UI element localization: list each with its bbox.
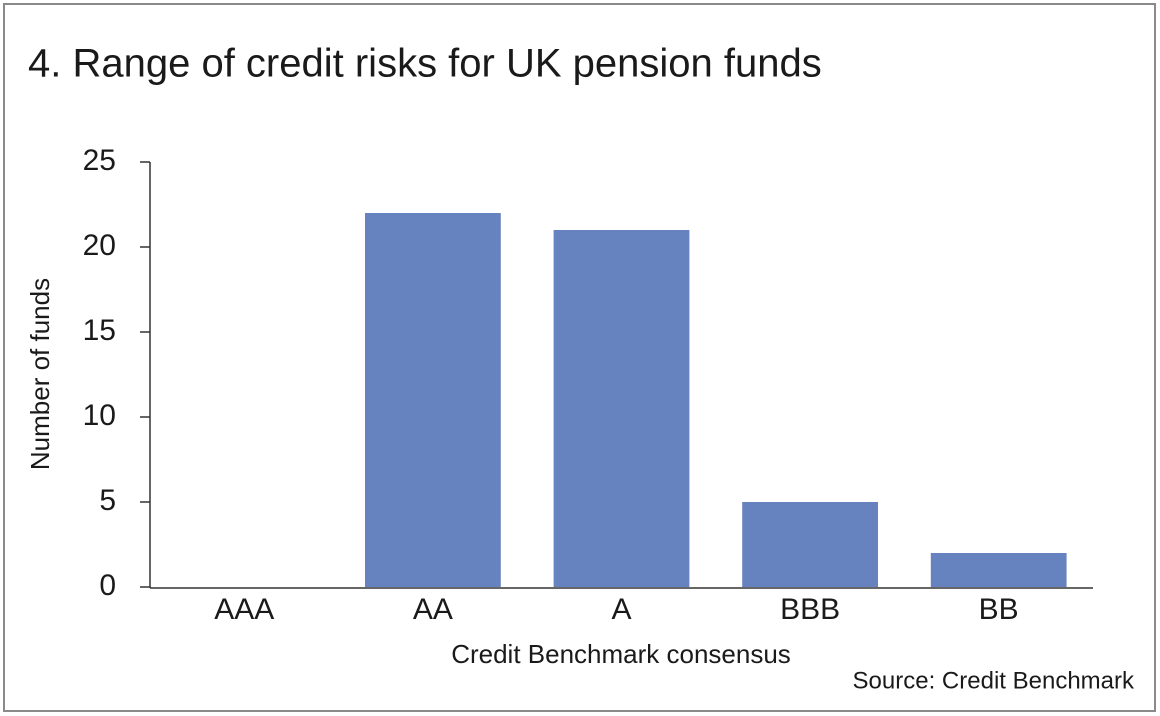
bar	[742, 502, 878, 587]
x-tick-label: A	[611, 593, 631, 626]
y-tick-label: 10	[83, 399, 116, 432]
source-note: Source: Credit Benchmark	[853, 667, 1135, 694]
y-tick-label: 20	[83, 229, 116, 262]
bar	[930, 553, 1067, 587]
y-tick-label: 15	[83, 314, 116, 347]
y-tick-label: 25	[83, 144, 116, 177]
x-tick-label: BB	[979, 593, 1019, 626]
x-tick-label: AAA	[214, 593, 274, 626]
y-axis-label: Number of funds	[25, 278, 55, 470]
x-tick-label: AA	[413, 593, 453, 626]
bar	[553, 230, 690, 587]
bar	[365, 213, 501, 587]
chart-title: 4. Range of credit risks for UK pension …	[28, 42, 822, 86]
x-axis-label: Credit Benchmark consensus	[451, 639, 791, 669]
x-tick-label: BBB	[780, 593, 840, 626]
y-tick-label: 0	[99, 569, 116, 602]
y-tick-label: 5	[99, 484, 116, 517]
